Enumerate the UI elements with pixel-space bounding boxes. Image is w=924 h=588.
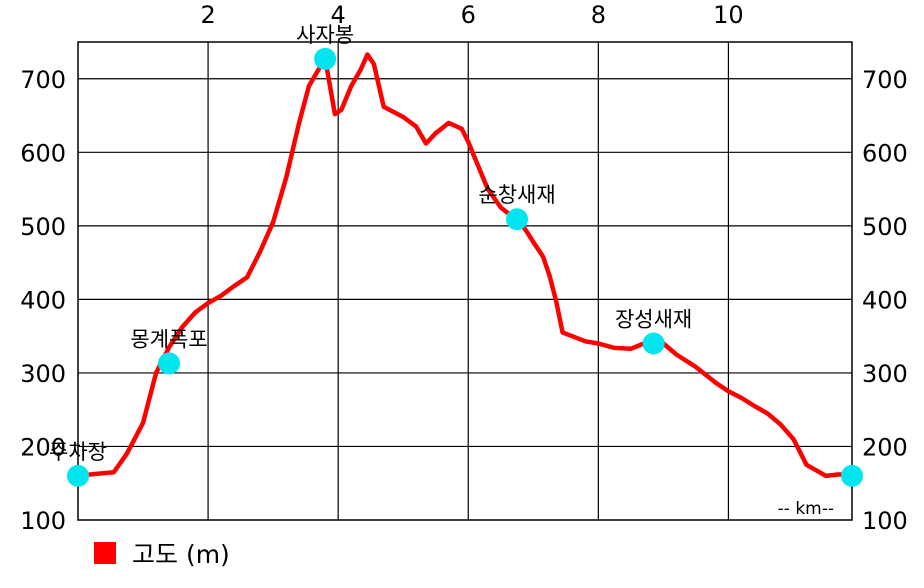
y-tick-label-left: 500 [20, 213, 66, 241]
y-tick-label-right: 700 [862, 66, 908, 94]
waypoint-label: 주차장 [49, 440, 107, 464]
y-tick-label-left: 400 [20, 286, 66, 314]
y-tick-label-left: 200 [20, 433, 66, 461]
legend-swatch [94, 542, 116, 564]
y-tick-label-right: 500 [862, 213, 908, 241]
x-tick-label: 8 [591, 1, 606, 29]
x-tick-label: 4 [331, 1, 346, 29]
waypoint-marker [506, 208, 529, 231]
elevation-series-line [75, 52, 855, 479]
x-tick-label: 2 [200, 1, 215, 29]
waypoint-label: 장성새재 [615, 308, 692, 332]
waypoint-label: 몽계폭포 [130, 327, 207, 351]
y-tick-label-right: 400 [862, 286, 908, 314]
waypoint-marker [642, 332, 665, 355]
y-tick-labels-left: 100 200 300 400 500 600 700 [20, 66, 66, 535]
waypoint-marker [158, 352, 181, 375]
grid-lines [78, 42, 852, 520]
x-tick-label: 6 [461, 1, 476, 29]
waypoint-label: 사자봉 [296, 23, 354, 47]
y-tick-label-left: 300 [20, 360, 66, 388]
y-tick-label-left: 700 [20, 66, 66, 94]
plot-frame [77, 41, 853, 521]
y-tick-label-left: 100 [20, 507, 66, 535]
x-tick-label: 10 [713, 1, 744, 29]
waypoint-marker [314, 47, 337, 70]
y-tick-label-right: 300 [862, 360, 908, 388]
y-tick-label-left: 600 [20, 139, 66, 167]
waypoint-label: 순창새재 [478, 183, 555, 207]
legend-label: 고도 (m) [132, 540, 230, 569]
y-tick-label-right: 600 [862, 139, 908, 167]
y-tick-label-right: 100 [862, 507, 908, 535]
x-unit-label: -- km-- [778, 499, 834, 519]
y-tick-labels-right: 100 200 300 400 500 600 700 [862, 66, 908, 535]
x-tick-labels: 2 4 6 8 10 [200, 1, 743, 29]
y-tick-label-right: 200 [862, 433, 908, 461]
waypoint-markers [67, 47, 863, 487]
waypoint-marker [841, 464, 863, 487]
waypoint-marker [67, 464, 89, 487]
legend: 고도 (m) [94, 535, 230, 571]
